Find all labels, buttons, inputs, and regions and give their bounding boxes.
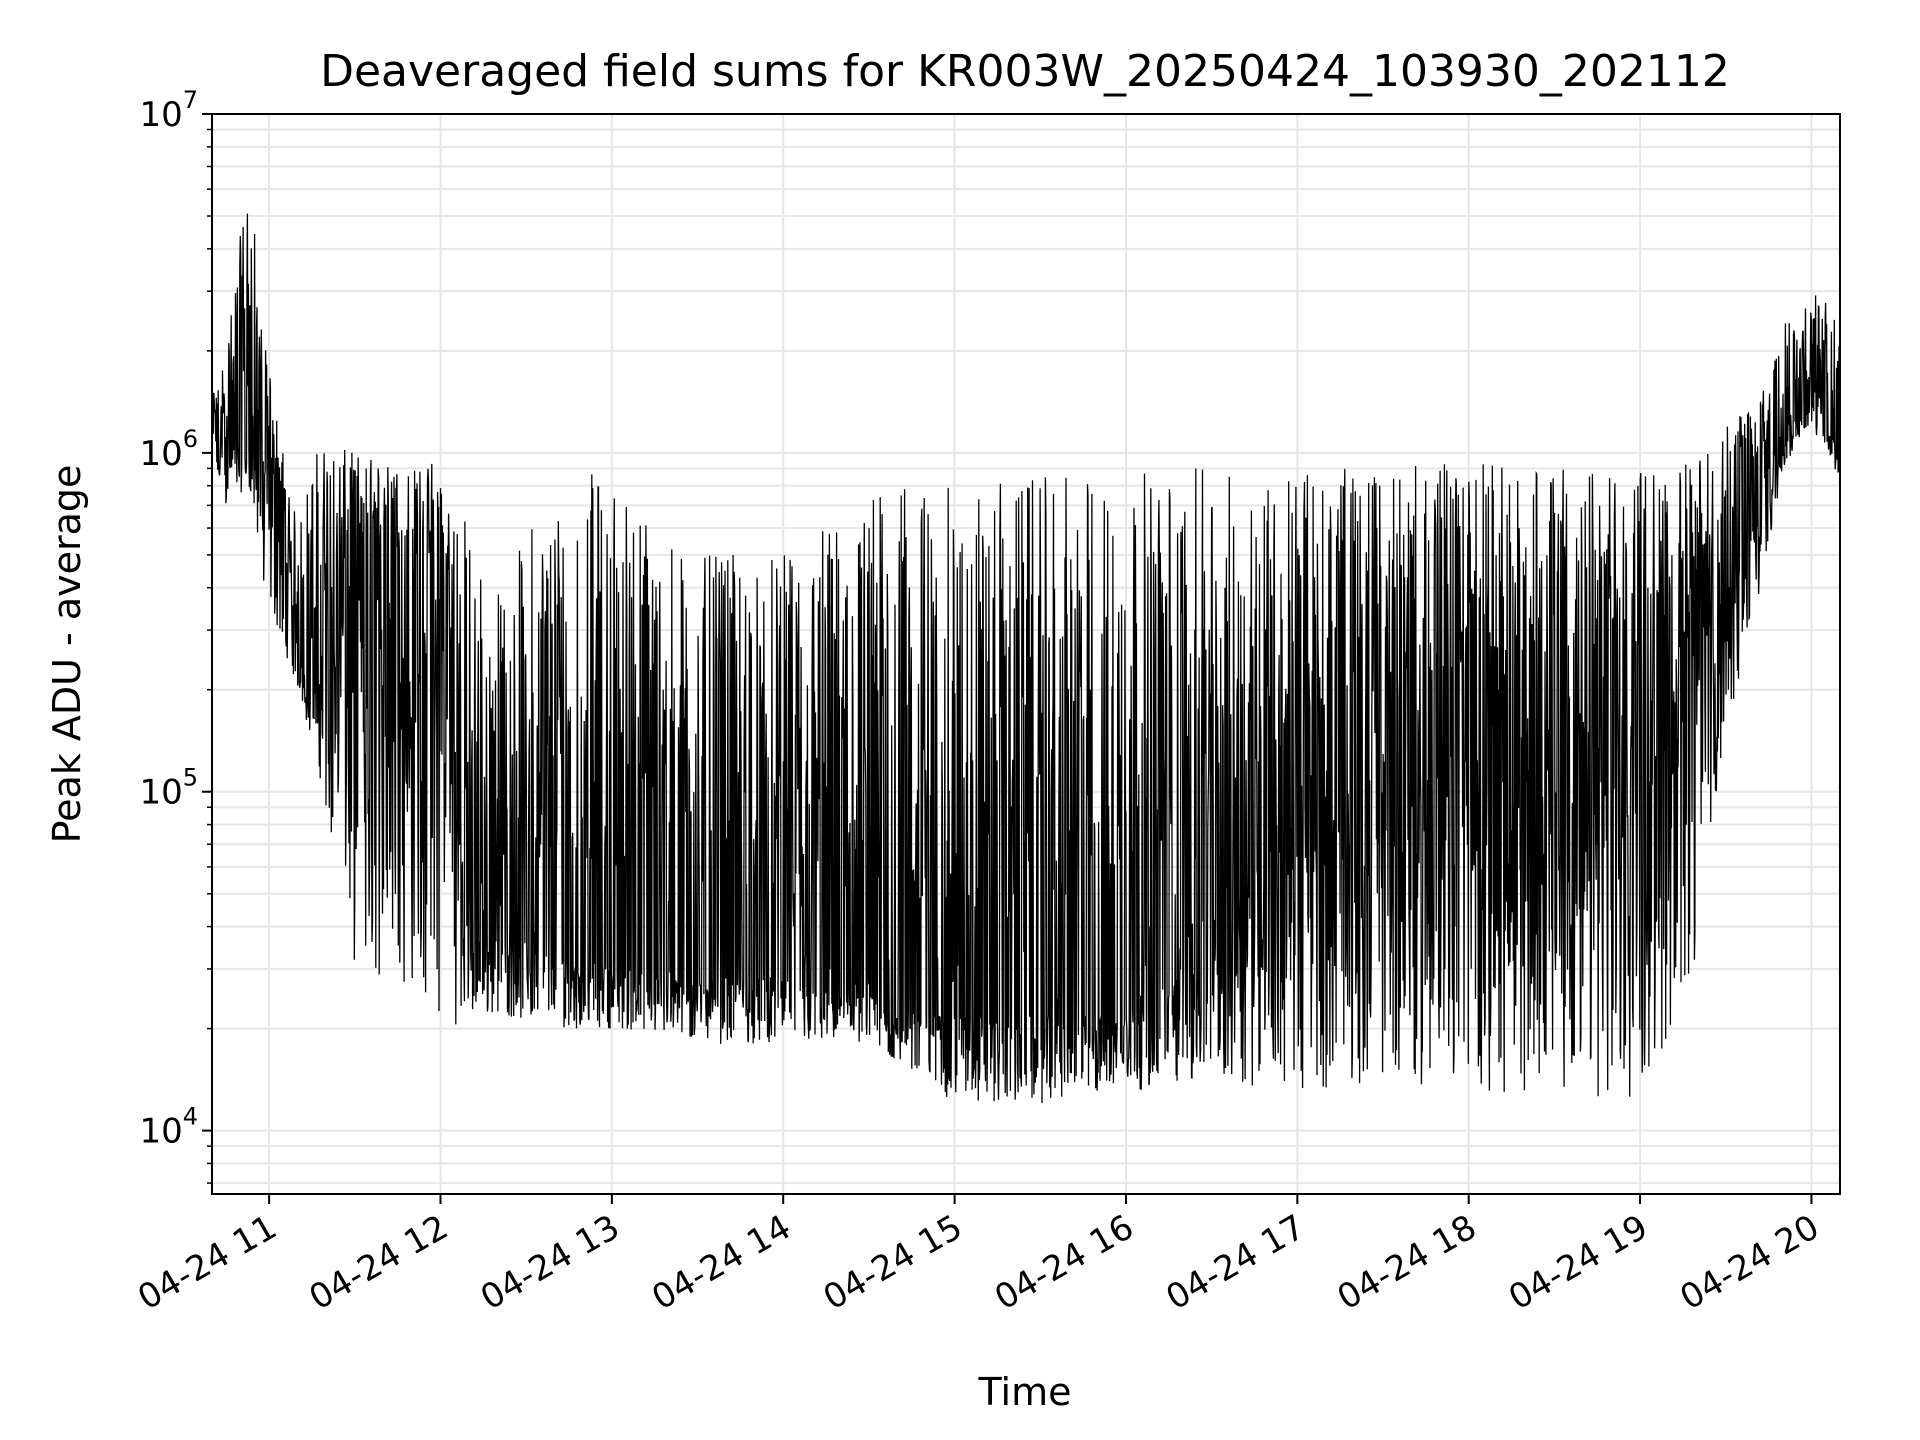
y-tick-label: 105: [139, 764, 198, 813]
plot-frame: [211, 113, 1841, 1195]
y-tick-exponent: 4: [183, 1103, 198, 1131]
y-axis-label: Peak ADU - average: [45, 465, 89, 844]
series-group: [211, 213, 1841, 1104]
y-tick-label: 107: [139, 86, 198, 135]
y-tick-base: 10: [139, 773, 182, 813]
y-tick-base: 10: [139, 95, 182, 135]
y-tick-label: 106: [139, 425, 198, 474]
y-tick-exponent: 5: [183, 764, 198, 792]
y-tick-base: 10: [139, 1112, 182, 1152]
y-tick-base: 10: [139, 434, 182, 474]
chart-title: Deaveraged field sums for KR003W_2025042…: [320, 46, 1730, 97]
y-tick-label: 104: [139, 1103, 198, 1152]
y-tick-exponent: 7: [183, 86, 198, 114]
y-tick-exponent: 6: [183, 425, 198, 453]
x-axis-label: Time: [978, 1370, 1072, 1414]
series-line: [211, 213, 1841, 1104]
